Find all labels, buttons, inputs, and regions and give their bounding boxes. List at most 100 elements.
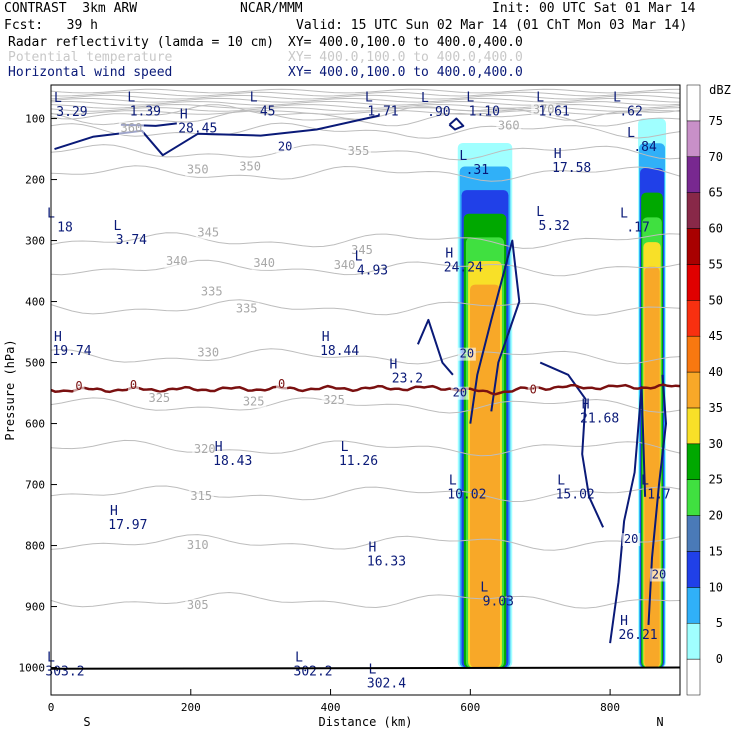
wind-label: 20 — [453, 386, 467, 400]
colorbar-tick-label: 40 — [709, 365, 723, 379]
theta-label-bg — [185, 598, 211, 612]
colorbar-swatch — [686, 658, 701, 696]
theta-label: 340 — [334, 258, 356, 272]
extremum-marker: L — [355, 250, 363, 265]
extremum-value: 10.02 — [447, 488, 486, 503]
theta-label-bg — [185, 539, 211, 553]
wind-label: 20 — [278, 139, 292, 153]
colorbar-swatch — [686, 156, 701, 193]
freezing-label: 0 — [130, 378, 137, 392]
extremum-marker: L — [369, 663, 377, 678]
extremum-marker: L — [127, 90, 135, 105]
colorbar-swatch — [686, 335, 701, 373]
theta-contour — [50, 534, 681, 551]
colorbar-swatch — [686, 371, 701, 409]
freezing-label: 0 — [278, 377, 285, 391]
field1-xy: XY= 400.0,100.0 to 400.0,400.0 — [288, 35, 523, 50]
extremum-marker: L — [295, 650, 303, 665]
theta-contour — [50, 94, 681, 100]
colorbar-tick-label: 30 — [709, 437, 723, 451]
extremum-value: 1.7 — [647, 488, 670, 503]
colorbar-swatch — [686, 228, 701, 265]
extremum-marker: H — [445, 247, 453, 262]
extremum-marker: H — [620, 614, 628, 629]
theta-label: 345 — [351, 243, 373, 257]
wind-contour — [54, 114, 380, 157]
y-tick-label: 1000 — [19, 662, 46, 675]
valid-time: Valid: 15 UTC Sun 02 Mar 14 (01 ChT Mon … — [296, 18, 688, 33]
theta-label-bg — [192, 442, 218, 456]
wind-label-bg — [276, 140, 295, 154]
theta-label-bg — [496, 119, 522, 133]
theta-label: 330 — [197, 345, 219, 359]
colorbar-swatch — [686, 479, 701, 516]
x-tick-label: 800 — [600, 701, 620, 714]
theta-label: 325 — [148, 391, 170, 405]
theta-contour — [50, 299, 681, 316]
wind-label: 20 — [652, 567, 666, 581]
extremum-marker: L — [250, 90, 258, 105]
y-tick-label: 800 — [25, 540, 45, 553]
theta-label-bg — [241, 395, 267, 409]
extremum-value: 15.02 — [556, 488, 595, 503]
theta-contour — [50, 110, 681, 127]
colorbar-swatch — [686, 120, 701, 158]
theta-label: 370 — [533, 103, 555, 117]
wind-label-bg — [450, 386, 469, 400]
theta-contour — [50, 439, 681, 457]
extremum-value: 1.71 — [367, 104, 398, 119]
y-axis-label: Pressure (hPa) — [3, 339, 17, 440]
extremum-value: 3.29 — [56, 105, 87, 120]
extremum-marker: H — [180, 108, 188, 123]
wind-label: 20 — [460, 347, 474, 361]
extremum-value: .31 — [466, 163, 489, 178]
colorbar-swatch — [686, 192, 701, 229]
wind-label-bg — [622, 533, 641, 547]
theta-label-bg — [164, 254, 190, 268]
extremum-marker: L — [449, 474, 457, 489]
extremum-value: 5.32 — [539, 219, 570, 234]
extremum-marker: L — [480, 580, 488, 595]
field2-xy: XY= 400.0,100.0 to 400.0,400.0 — [288, 50, 523, 65]
theta-label-bg — [251, 256, 277, 270]
extremum-value: 17.58 — [552, 161, 591, 176]
axes: 0 200 400 600 800100200300400500600700800900… — [19, 113, 621, 714]
theta-label-bg — [321, 394, 347, 408]
theta-label: 360 — [498, 119, 520, 133]
extremum-value: 45 — [260, 104, 276, 119]
theta-contour — [50, 165, 681, 182]
model-title: CONTRAST 3km ARW — [4, 1, 138, 16]
theta-label-bg — [531, 103, 557, 117]
theta-label: 335 — [236, 302, 258, 316]
theta-label: 340 — [253, 256, 275, 270]
forecast-hour: Fcst: 39 h — [4, 18, 98, 33]
colorbar-tick-label: 65 — [709, 186, 723, 200]
theta-label-bg — [146, 392, 172, 406]
colorbar-swatch — [686, 300, 701, 337]
colorbar-tick-label: 10 — [709, 580, 723, 594]
theta-label: 355 — [348, 144, 370, 158]
theta-label-bg — [332, 259, 358, 273]
freezing-label: 0 — [530, 383, 537, 397]
extremum-value: 1.39 — [130, 104, 161, 119]
theta-contour — [50, 122, 681, 139]
colorbar-tick-label: 35 — [709, 401, 723, 415]
freezing-label-bg — [527, 383, 539, 397]
extremum-value: 11.26 — [339, 454, 378, 469]
reflectivity-shading — [457, 118, 667, 668]
theta-label-bg — [234, 302, 260, 316]
theta-label: 345 — [197, 225, 219, 239]
extremum-marker: L — [54, 91, 62, 106]
extremum-value: 28.45 — [178, 122, 217, 137]
extremum-value: 3.74 — [116, 233, 147, 248]
extremum-value: .17 — [626, 220, 649, 235]
extremum-value: 4.93 — [357, 264, 388, 279]
freezing-label-bg — [73, 380, 85, 393]
extremum-value: 18.43 — [213, 454, 252, 469]
extremum-value: 23.2 — [392, 372, 423, 387]
x-tick-label: 400 — [321, 701, 341, 714]
x-tick-label: 200 — [181, 701, 201, 714]
y-tick-label: 200 — [25, 174, 45, 187]
extremum-value: 18 — [57, 220, 73, 235]
theta-label: 305 — [187, 598, 209, 612]
